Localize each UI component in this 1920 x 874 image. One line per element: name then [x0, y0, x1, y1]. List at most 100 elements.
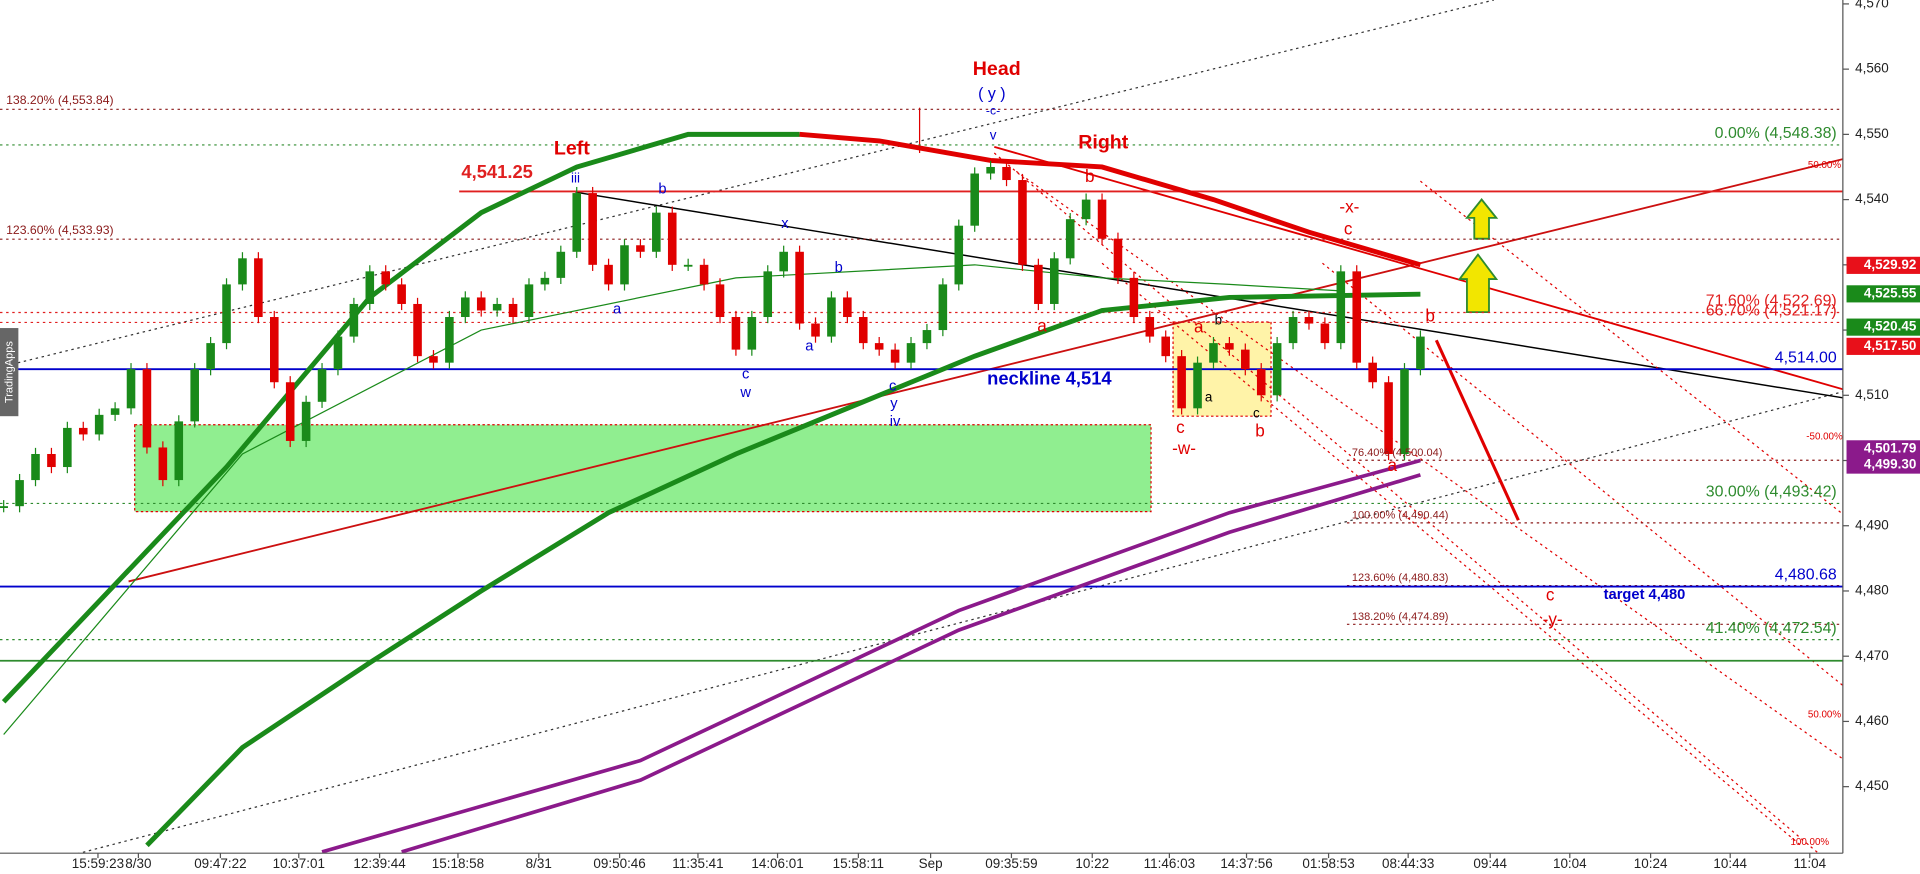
wave-label: -w-	[1172, 438, 1196, 458]
candle	[381, 271, 390, 285]
y-tick-label: 4,560	[1855, 61, 1889, 76]
candle	[970, 173, 979, 226]
price-tag-label: 4,501.79	[1864, 440, 1916, 455]
x-tick-label: 15:18:58	[432, 856, 484, 871]
candle	[986, 166, 995, 174]
candle	[349, 303, 359, 337]
wave-label: c	[1253, 405, 1260, 420]
x-tick-label: 10:44	[1713, 856, 1747, 871]
y-tick-label: 4,510	[1855, 387, 1889, 402]
y-tick-label: 4,480	[1855, 583, 1889, 598]
wave-label: v	[990, 127, 997, 142]
wave-label: c	[1344, 219, 1353, 239]
candle	[476, 297, 486, 311]
price-tag	[1846, 285, 1920, 303]
candle	[1018, 180, 1027, 265]
levels	[0, 108, 1843, 662]
trend-line	[128, 158, 1843, 583]
candle	[1034, 264, 1043, 304]
wave-label: y	[890, 396, 898, 412]
candle	[636, 245, 645, 252]
x-tick-label: 12:39:44	[353, 856, 406, 871]
price-tag-label: 4,525.55	[1864, 285, 1917, 300]
wave-label: a	[805, 338, 814, 354]
x-tick-label: 09:35:59	[985, 856, 1037, 871]
x-tick-label: 08:44:33	[1382, 856, 1434, 871]
wave-label: a	[1205, 389, 1213, 404]
indicator-line	[1, 131, 800, 704]
x-tick-label: 15:59:23	[72, 856, 124, 871]
candle	[954, 225, 964, 285]
wave-label: ( y )	[978, 85, 1005, 102]
x-tick-label: 10:24	[1634, 856, 1668, 871]
wave-label: neckline 4,514	[987, 367, 1112, 388]
candle	[270, 317, 279, 383]
candle	[795, 251, 804, 324]
level-label: 76.40% (4,500.04)	[1352, 447, 1443, 459]
candle	[254, 258, 263, 318]
candle	[1002, 166, 1011, 181]
candle	[874, 343, 884, 350]
indicator-line	[799, 131, 1422, 268]
candle	[1416, 336, 1425, 370]
indicator-line	[3, 264, 1341, 735]
candle	[445, 317, 454, 363]
channel-line	[1101, 262, 1801, 846]
channel-line	[1420, 180, 1843, 515]
candle	[572, 193, 582, 252]
candles	[0, 160, 1425, 513]
wave-label: -y-	[1543, 609, 1563, 629]
candle	[1050, 258, 1059, 304]
wave-label: b	[835, 260, 843, 276]
candle	[301, 401, 311, 441]
candle	[508, 303, 518, 318]
candle	[94, 414, 104, 435]
price-tag	[1846, 456, 1920, 474]
x-tick-label: 8/31	[526, 856, 552, 871]
candle	[15, 480, 24, 507]
wave-label: iv	[890, 414, 901, 430]
channel-line	[993, 152, 1820, 854]
watermark-tab	[0, 328, 19, 417]
candle	[652, 212, 661, 252]
candle	[1129, 277, 1139, 318]
x-tick-label: 14:06:01	[751, 856, 803, 871]
y-tick-label: 4,540	[1855, 191, 1889, 206]
candle	[843, 297, 852, 318]
candle	[317, 369, 327, 402]
candle	[1241, 349, 1250, 370]
price-tag	[1846, 337, 1920, 355]
candle	[858, 317, 868, 344]
candle	[0, 506, 8, 509]
x-tick-label: 11:04	[1793, 856, 1826, 871]
price-tag	[1846, 256, 1920, 274]
wave-label: c	[742, 366, 749, 382]
candle	[1177, 356, 1186, 409]
candle	[222, 284, 231, 344]
labels: 4,5704,5604,5504,5404,5304,5204,5104,500…	[6, 0, 1920, 871]
level-label: 138.20% (4,553.84)	[6, 93, 114, 107]
candle	[413, 303, 422, 357]
wave-label: Left	[554, 138, 590, 160]
wave-label: w	[739, 385, 751, 401]
x-tick-label: 10:37:01	[273, 856, 325, 871]
up-arrow	[1457, 253, 1499, 314]
wave-label: -x-	[1339, 197, 1359, 217]
candle	[779, 251, 788, 272]
level-label: 4,514.00	[1775, 349, 1837, 366]
level-label: 4,480.68	[1775, 567, 1837, 584]
wave-label: 100.00%	[1790, 837, 1829, 848]
wave-label: -c-	[986, 104, 1000, 118]
candle	[811, 323, 820, 337]
channel-line	[1322, 262, 1843, 686]
candle	[333, 336, 343, 370]
candle	[1145, 317, 1155, 337]
up-arrow	[1465, 198, 1499, 240]
candle	[1304, 317, 1314, 324]
indicators	[1, 131, 1422, 854]
candle	[1272, 343, 1282, 396]
candle	[1368, 362, 1377, 383]
wave-label: a	[1037, 315, 1047, 335]
wave-label: target 4,480	[1604, 587, 1686, 603]
candle	[397, 284, 406, 304]
